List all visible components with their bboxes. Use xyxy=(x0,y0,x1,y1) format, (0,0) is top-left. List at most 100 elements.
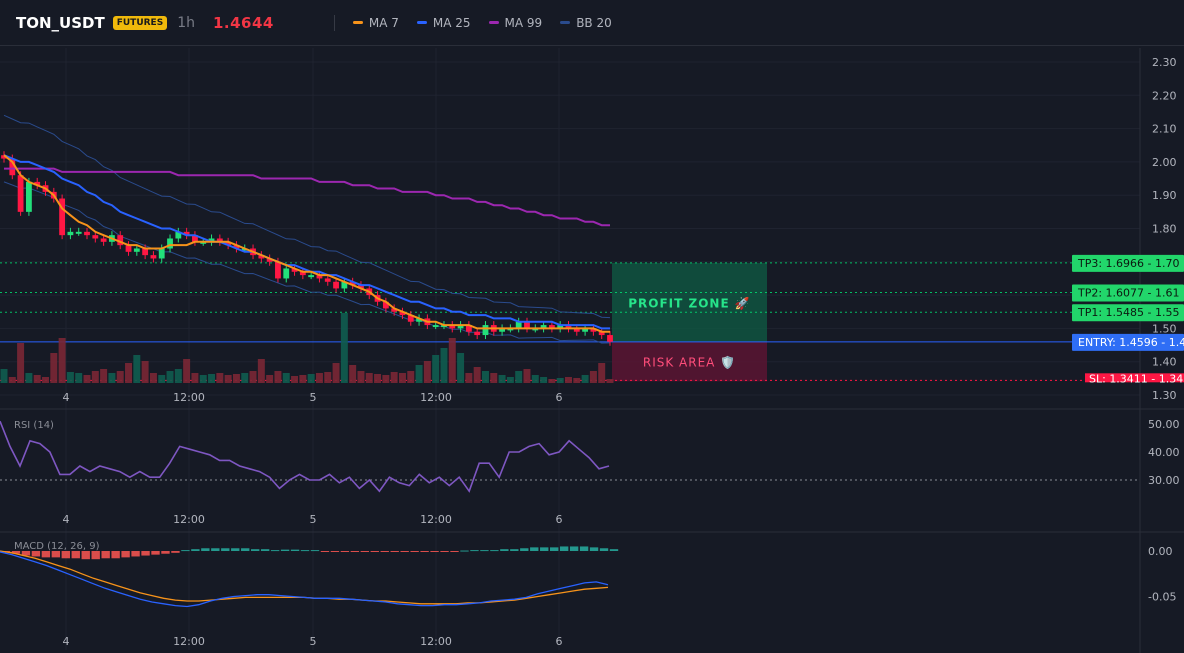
macd-histogram-bar xyxy=(300,550,310,552)
price-candle xyxy=(34,177,41,190)
volume-bar xyxy=(299,375,307,383)
macd-histogram-bar xyxy=(400,551,409,552)
macd-signal-line xyxy=(0,550,609,605)
price-candle xyxy=(59,194,66,240)
volume-bar xyxy=(332,363,340,383)
volume-bar xyxy=(473,367,481,383)
price-candle xyxy=(299,267,306,280)
volume-bar xyxy=(191,373,199,383)
macd-histogram-bar xyxy=(31,551,41,557)
risk-area-label: RISK AREA 🛡️ xyxy=(643,356,736,370)
volume-bar xyxy=(274,371,282,383)
macd-histogram-bar xyxy=(201,548,210,551)
price-candle xyxy=(391,304,398,316)
volume-bar xyxy=(232,374,240,383)
macd-histogram-bar xyxy=(460,550,469,552)
volume-bar xyxy=(257,359,265,383)
legend-ma99[interactable]: MA 99 xyxy=(488,15,543,30)
macd-histogram-bar xyxy=(141,551,150,556)
volume-bar xyxy=(415,365,423,383)
macd-histogram-bar xyxy=(211,548,220,551)
candle-body xyxy=(275,261,281,279)
candle-body xyxy=(324,278,331,282)
price-candle xyxy=(150,251,157,263)
rsi-time-label: 6 xyxy=(556,513,563,526)
candle-body xyxy=(590,328,597,332)
price-candle xyxy=(233,241,240,253)
rsi-axis-label: 40.00 xyxy=(1148,446,1180,459)
legend-label: MA 25 xyxy=(432,15,471,30)
price-candle xyxy=(598,327,605,340)
price-candle xyxy=(607,331,613,346)
volume-bar xyxy=(25,373,33,383)
candle-body xyxy=(225,241,232,246)
macd-time-label: 4 xyxy=(63,635,70,648)
macd-histogram-bar xyxy=(530,547,539,551)
price-candle xyxy=(382,297,389,313)
macd-histogram-bar xyxy=(171,551,180,553)
macd-histogram-bar xyxy=(310,550,320,552)
candle-body xyxy=(92,235,99,239)
price-candle xyxy=(142,244,149,260)
price-candle xyxy=(457,321,464,333)
tp1-tag-text: TP1: 1.5485 - 1.55 xyxy=(1077,306,1180,319)
macd-histogram-bar xyxy=(41,551,51,558)
candle-body xyxy=(17,175,24,212)
candle-body xyxy=(540,325,547,329)
volume-bar xyxy=(382,375,390,383)
volume-bar xyxy=(324,372,332,383)
legend-bb20[interactable]: BB 20 xyxy=(560,16,612,30)
price-time-label: 6 xyxy=(556,391,563,404)
macd-histogram-bar xyxy=(500,549,509,551)
price-candle xyxy=(25,177,32,216)
price-axis-label: 2.20 xyxy=(1152,89,1177,102)
candle-body xyxy=(283,268,290,279)
legend-ma7[interactable]: MA 7 xyxy=(352,16,399,30)
macd-histogram-bar xyxy=(390,551,399,552)
price-candle xyxy=(100,234,107,246)
macd-histogram-bar xyxy=(260,549,270,551)
macd-histogram-bar xyxy=(559,546,569,551)
legend-ma25[interactable]: MA 25 xyxy=(416,15,471,30)
volume-bar xyxy=(374,374,382,383)
volume-bar xyxy=(141,361,149,383)
candle-body xyxy=(100,238,107,242)
volume-bar xyxy=(149,373,157,383)
candle-body xyxy=(573,328,580,332)
volume-bar xyxy=(83,375,91,383)
price-candle xyxy=(167,234,173,253)
macd-histogram-bar xyxy=(181,550,190,552)
macd-time-label: 12:00 xyxy=(420,635,452,648)
price-candle xyxy=(17,171,24,216)
price-candle xyxy=(75,227,82,236)
price-candle xyxy=(524,317,530,333)
symbol-name[interactable]: TON_USDT xyxy=(16,13,105,32)
price-candle xyxy=(482,321,489,340)
candle-body xyxy=(349,281,356,286)
candle-body xyxy=(399,311,406,316)
price-candle xyxy=(175,227,182,243)
volume-bar xyxy=(315,373,323,383)
candle-body xyxy=(200,241,207,244)
candle-body xyxy=(482,325,489,336)
tp1-tag xyxy=(1072,304,1184,322)
volume-bar xyxy=(423,361,431,383)
candle-body xyxy=(175,231,182,239)
entry-tag-text: ENTRY: 1.4596 - 1.46 xyxy=(1078,336,1184,349)
macd-histogram-bar xyxy=(579,546,589,551)
price-candle xyxy=(399,307,406,320)
candle-body xyxy=(341,281,348,289)
macd-histogram-bar xyxy=(191,549,200,551)
volume-bar xyxy=(58,338,66,383)
volume-bar xyxy=(33,375,41,383)
candle-body xyxy=(9,158,16,176)
volume-bar xyxy=(224,375,232,383)
legend-label: MA 99 xyxy=(504,15,543,30)
risk-zone xyxy=(612,341,767,382)
timeframe-selector[interactable]: 1h xyxy=(177,14,195,31)
price-candle xyxy=(67,227,74,240)
candle-body xyxy=(125,245,132,252)
price-candle xyxy=(225,237,232,250)
macd-histogram-bar xyxy=(490,550,499,552)
